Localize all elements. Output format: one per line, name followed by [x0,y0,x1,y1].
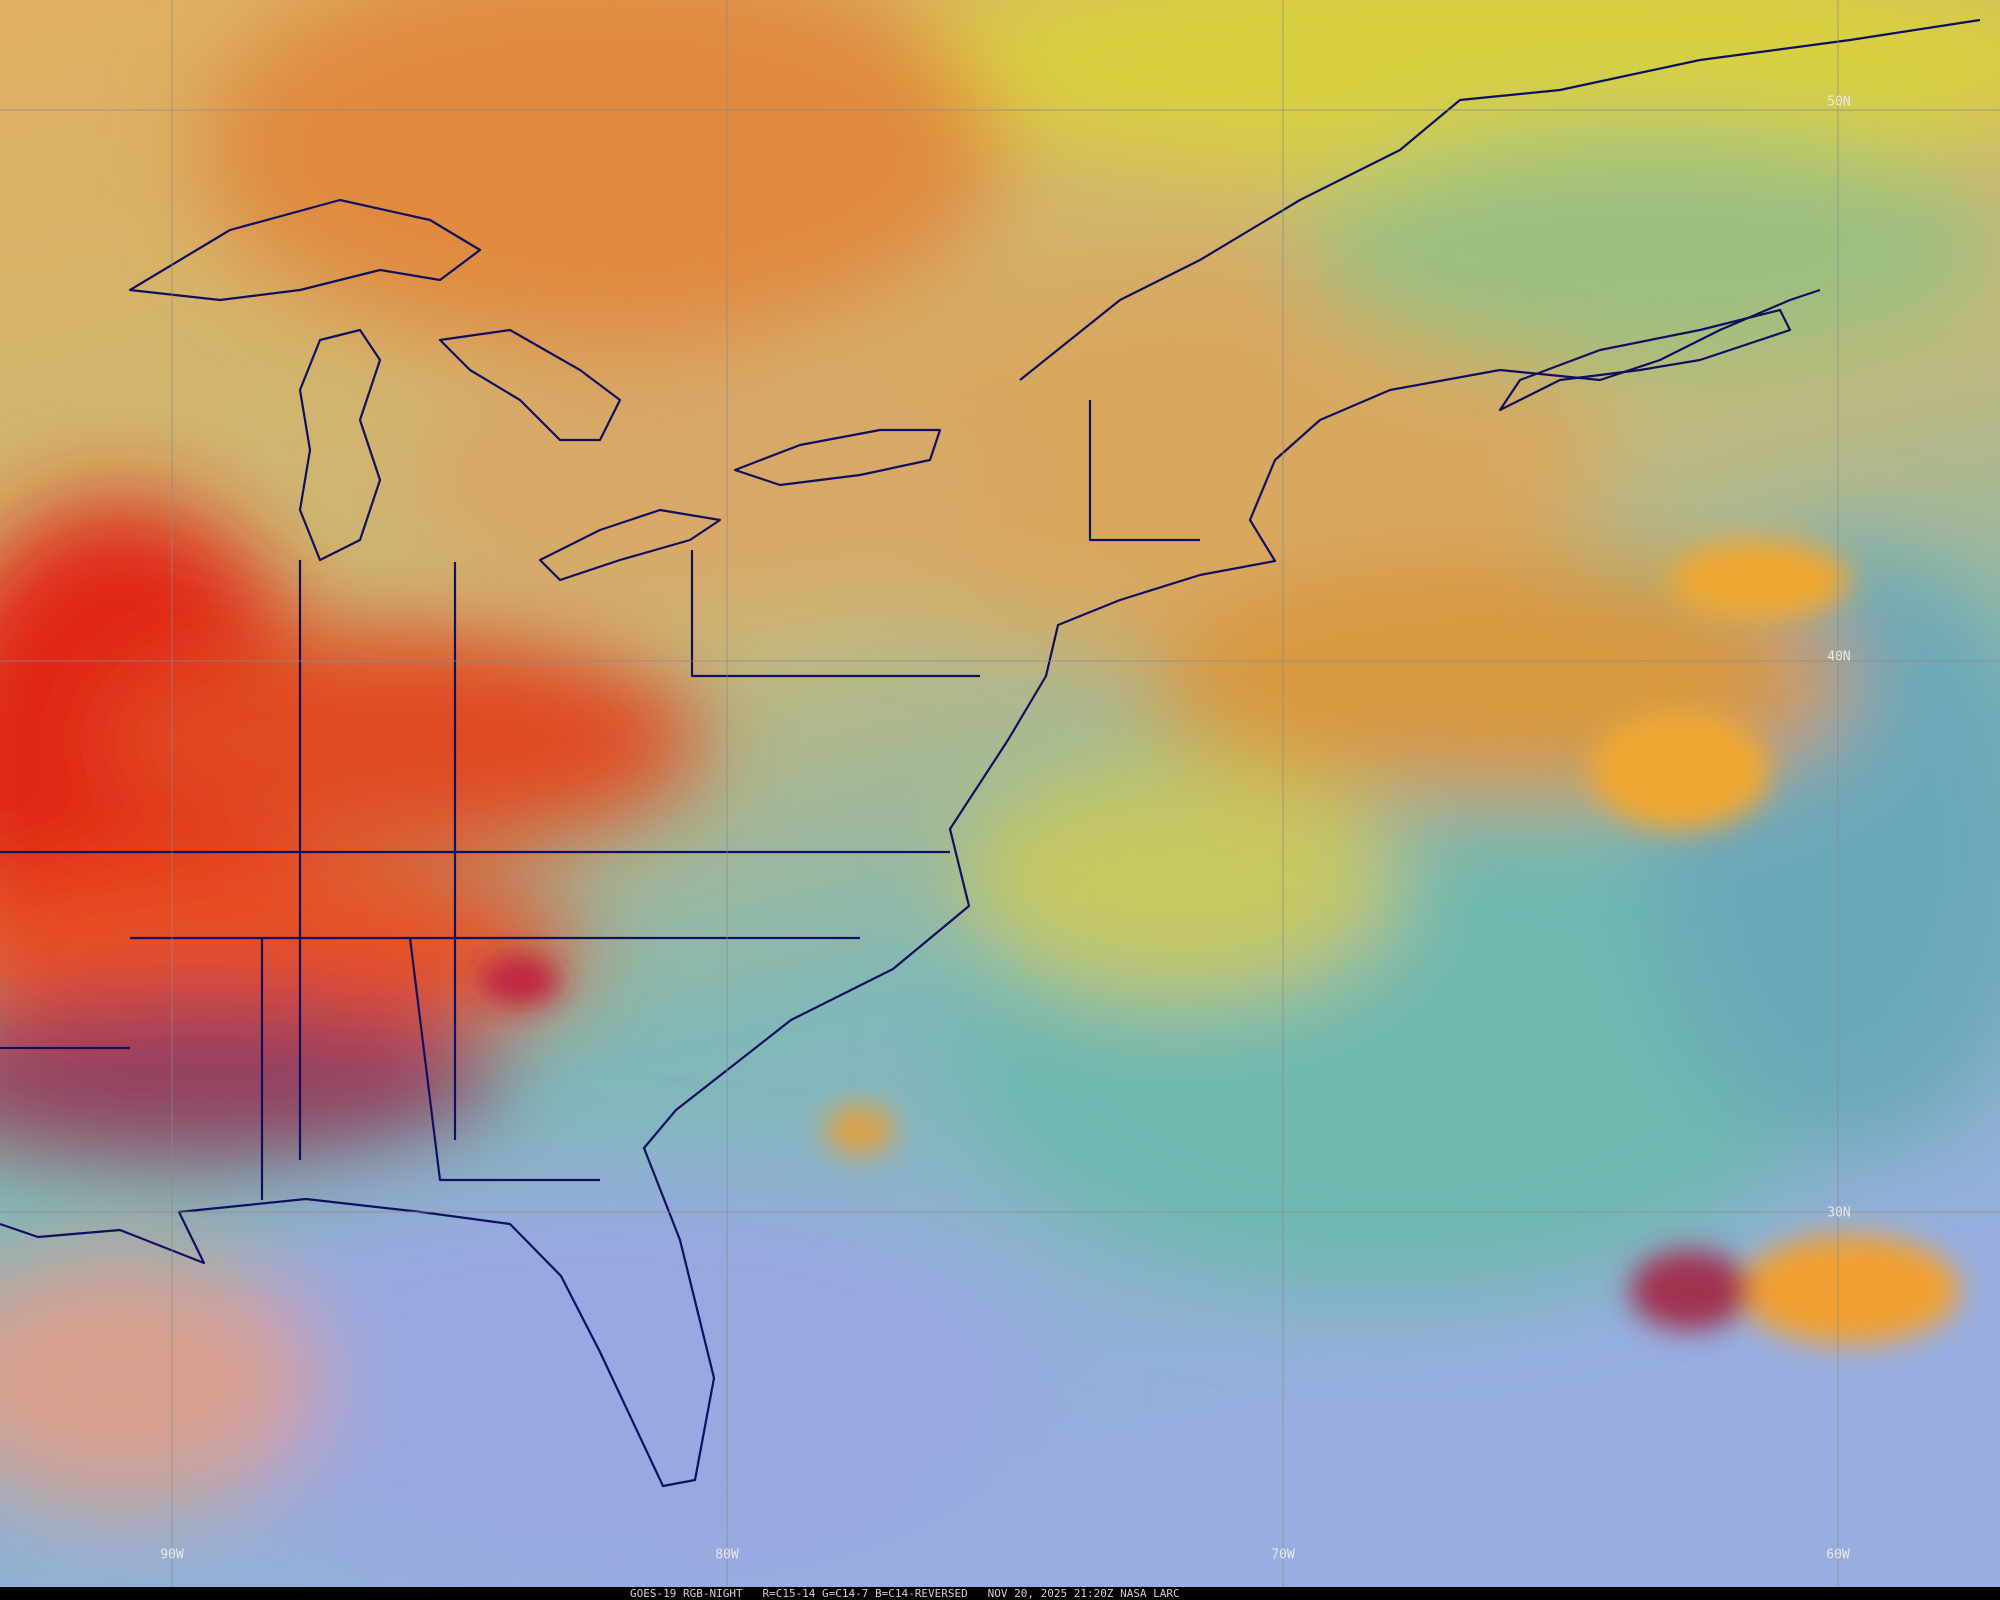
lake [438,328,622,442]
lake [733,428,942,487]
longitude-label: 70W [1271,1548,1295,1563]
longitude-label: 90W [160,1548,184,1563]
coastline [1498,308,1792,412]
lake [298,328,382,562]
lake [538,508,722,582]
latitude-label: 40N [1827,650,1850,665]
latitude-label: 50N [1827,95,1850,110]
footer-caption: GOES-19 RGB-NIGHT R=C15-14 G=C14-7 B=C14… [630,1587,1180,1600]
footer-bar [0,1587,2000,1600]
longitude-label: 60W [1826,1548,1850,1563]
lake [128,198,482,302]
coastline [1019,18,1981,381]
latitude-label: 30N [1827,1206,1850,1221]
grid-labels: 50N 40N 30N 90W 80W 70W 60W [160,95,1850,1563]
longitude-label: 80W [715,1548,739,1563]
state-line [0,400,1200,1200]
